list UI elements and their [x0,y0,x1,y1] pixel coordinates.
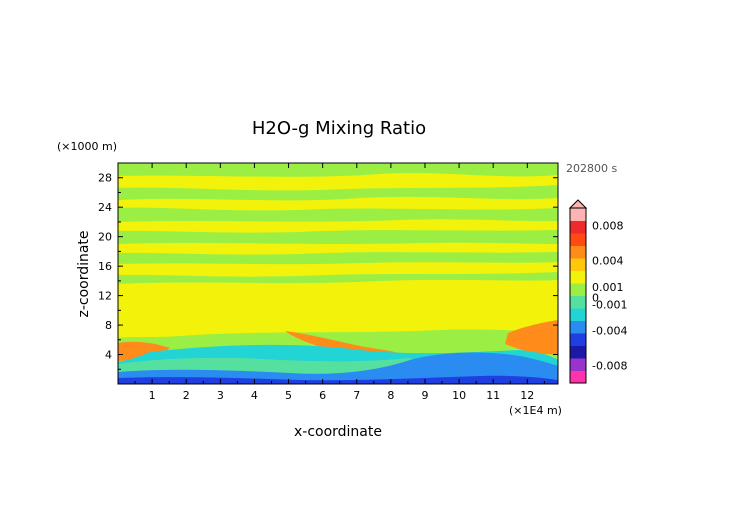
colorbar-swatch [570,220,586,234]
x-axis-label: x-coordinate [294,424,382,440]
colorbar-swatch [570,233,586,246]
x-tick-label: 2 [183,389,190,402]
y-tick-label: 16 [98,260,112,273]
y-tick-label: 8 [105,319,112,332]
x-tick-label: 1 [149,389,156,402]
x-unit-label: (×1E4 m) [509,404,562,417]
chart-title: H2O-g Mixing Ratio [252,118,426,139]
colorbar-tick-label: -0.008 [592,360,627,373]
x-tick-label: 10 [452,389,466,402]
colorbar-swatch [570,283,586,296]
x-tick-label: 5 [285,389,292,402]
y-unit-label: (×1000 m) [57,140,117,153]
heatmap-field [118,163,558,384]
colorbar-swatch [570,295,586,309]
y-tick-label: 4 [105,349,112,362]
x-tick-label: 12 [520,389,534,402]
x-tick-label: 11 [486,389,500,402]
colorbar-swatch [570,333,586,346]
x-tick-label: 8 [387,389,394,402]
colorbar-over-arrow [568,199,588,209]
x-tick-label: 3 [217,389,224,402]
colorbar-tick-label: -0.004 [592,325,627,338]
x-axis: 1 2 3 4 5 6 7 8 9 10 11 12 [134,163,545,402]
colorbar-tick-label: -0.001 [592,298,627,311]
time-label: 202800 s [566,162,617,175]
colorbar-swatch [570,320,586,334]
colorbar-tick-label: 0 [592,292,599,305]
colorbar-swatch [570,370,586,384]
y-axis: 4 8 12 16 20 24 28 [98,172,558,370]
y-tick-label: 24 [98,201,112,214]
colorbar-swatch [570,270,586,284]
colorbar-swatch [570,358,586,371]
x-tick-label: 9 [421,389,428,402]
colorbar-swatch [570,345,586,359]
colorbar-tick-label: 0.001 [592,281,624,294]
colorbar-swatch [570,245,586,259]
colorbar-swatch [570,308,586,321]
colorbar-tick-label: 0.004 [592,255,624,268]
x-tick-label: 4 [251,389,258,402]
x-tick-label: 7 [353,389,360,402]
y-tick-label: 20 [98,231,112,244]
y-axis-label: z-coordinate [76,230,92,317]
y-tick-label: 12 [98,290,112,303]
x-tick-label: 6 [319,389,326,402]
colorbar-tick-label: 0.008 [592,220,624,233]
colorbar-swatch [570,258,586,271]
y-tick-label: 28 [98,172,112,185]
colorbar-swatch [570,208,586,221]
